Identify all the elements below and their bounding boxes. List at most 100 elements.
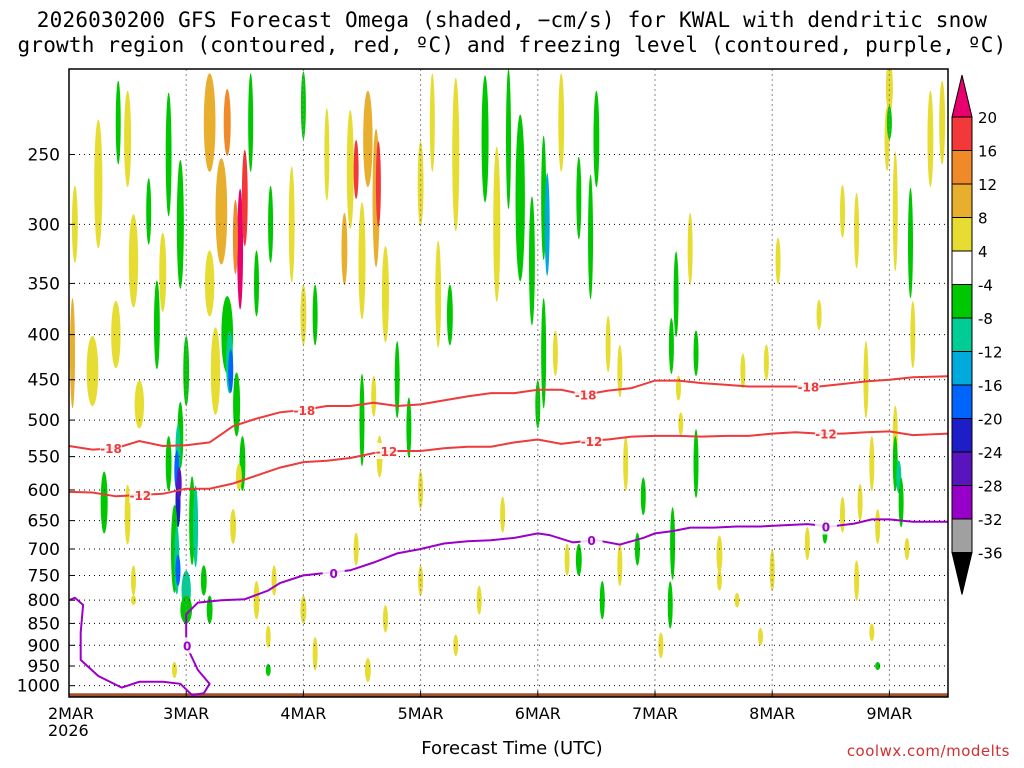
x-tick-label: 3MAR: [163, 704, 209, 723]
omega-shade-region: [153, 280, 160, 370]
omega-shade-region: [670, 507, 676, 580]
x-tick-label: 2MAR: [48, 704, 94, 723]
y-tick-label: 850: [28, 614, 60, 634]
freezing-level-contour-label-bg: [814, 518, 837, 535]
omega-shade-region: [716, 570, 722, 591]
omega-shade-region: [254, 250, 260, 317]
omega-shade-region: [667, 581, 673, 629]
omega-shade-region: [529, 196, 535, 326]
x-tick-label: 5MAR: [398, 704, 444, 723]
dgz-minus12-contour-label-bg: [814, 425, 837, 442]
omega-shade-region: [203, 73, 216, 172]
omega-shade-region: [693, 429, 699, 498]
omega-shade-region: [693, 330, 699, 377]
omega-shade-region: [341, 213, 348, 286]
omega-shade-region: [228, 349, 234, 393]
omega-shade-region: [382, 605, 388, 633]
omega-shade-region: [353, 532, 359, 566]
omega-shade-region: [236, 463, 242, 491]
omega-shade-region: [640, 477, 646, 516]
y-tick-label: 300: [28, 215, 60, 235]
colorbar-label: -16: [978, 377, 1003, 395]
omega-shade-region: [417, 141, 424, 227]
freezing-level-contour-line: [68, 518, 948, 697]
omega-shade-region: [668, 317, 674, 374]
colorbar-label: -32: [978, 511, 1003, 529]
colorbar-arrow-bottom: [951, 552, 973, 595]
omega-shade-region: [200, 565, 207, 596]
ground-surface: [69, 693, 948, 697]
omega-shade-region: [453, 634, 459, 656]
omega-shade-region: [816, 299, 822, 331]
omega-shade-region: [358, 202, 366, 320]
colorbar-label: 12: [978, 176, 997, 194]
dgz-minus12-contour-label-bg: [375, 442, 398, 459]
omega-shade-region: [617, 544, 623, 587]
colorbar-band: [951, 518, 973, 553]
omega-shade-region: [86, 336, 99, 407]
omega-shade-region: [599, 581, 605, 620]
y-tick-label: 650: [28, 512, 60, 532]
omega-shade-region: [237, 188, 244, 310]
credit-link[interactable]: coolwx.com/modelts: [846, 742, 1010, 760]
colorbar-band: [951, 150, 973, 185]
omega-shade-region: [481, 75, 489, 203]
omega-shade-region: [223, 89, 231, 156]
colorbar-label: -4: [978, 277, 993, 295]
colorbar-band: [951, 284, 973, 319]
dgz-minus18-contour-label-bg: [293, 401, 316, 418]
omega-shade-region: [210, 327, 221, 415]
omega-shade-region: [183, 336, 190, 407]
omega-shade-region: [111, 300, 121, 369]
omega-shade-region: [359, 373, 365, 467]
omega-shade-region: [381, 246, 389, 343]
colorbar-label: 4: [978, 243, 988, 261]
y-tick-label: 1000: [17, 677, 60, 697]
omega-shade-region: [541, 298, 547, 409]
omega-shade-region: [346, 110, 354, 229]
omega-shade-region: [171, 662, 177, 679]
omega-shade-region: [544, 172, 550, 276]
omega-shade-region: [312, 284, 318, 346]
colorbar-band: [951, 116, 973, 151]
y-tick-label: 900: [28, 636, 60, 656]
omega-shade-region: [740, 353, 746, 389]
colorbar-label: -36: [978, 545, 1003, 563]
dgz-minus18-contour-line: [68, 375, 949, 451]
x-tick-label: 4MAR: [280, 704, 326, 723]
colorbar-band: [951, 485, 973, 520]
y-tick-label: 550: [28, 448, 60, 468]
omega-shade-region: [892, 151, 898, 272]
omega-shade-region: [406, 397, 412, 458]
omega-shade-region: [927, 90, 934, 188]
omega-shade-region: [288, 166, 295, 283]
colorbar-band: [951, 351, 973, 386]
omega-shade-region: [159, 232, 167, 312]
omega-shade-region: [493, 146, 501, 303]
omega-shading: [70, 69, 946, 683]
omega-shade-region: [100, 471, 108, 534]
omega-shade-region: [605, 315, 611, 373]
omega-shade-region: [248, 73, 254, 172]
omega-shade-region: [324, 108, 330, 201]
omega-shade-region: [506, 69, 511, 210]
omega-shade-region: [775, 237, 781, 285]
omega-shade-region: [875, 661, 881, 671]
x-tick-label: 8MAR: [749, 704, 795, 723]
omega-shade-region: [623, 436, 629, 491]
omega-shade-region: [130, 595, 136, 605]
dgz-minus12-contour-label-bg: [129, 487, 152, 504]
omega-shade-region: [435, 240, 442, 348]
y-tick-label: 450: [28, 371, 60, 391]
freezing-level-contour-label: 0: [330, 567, 338, 581]
omega-shade-region: [206, 595, 213, 624]
omega-shade-region: [165, 436, 172, 491]
colorbar-band: [951, 384, 973, 419]
omega-shade-region: [757, 627, 763, 646]
omega-shade-region: [658, 632, 664, 659]
omega-shade-region: [146, 178, 152, 245]
dgz-minus18-contour-label: -18: [100, 442, 122, 456]
dgz-minus18-contour-label: -18: [798, 380, 820, 394]
omega-shade-region: [910, 300, 916, 369]
